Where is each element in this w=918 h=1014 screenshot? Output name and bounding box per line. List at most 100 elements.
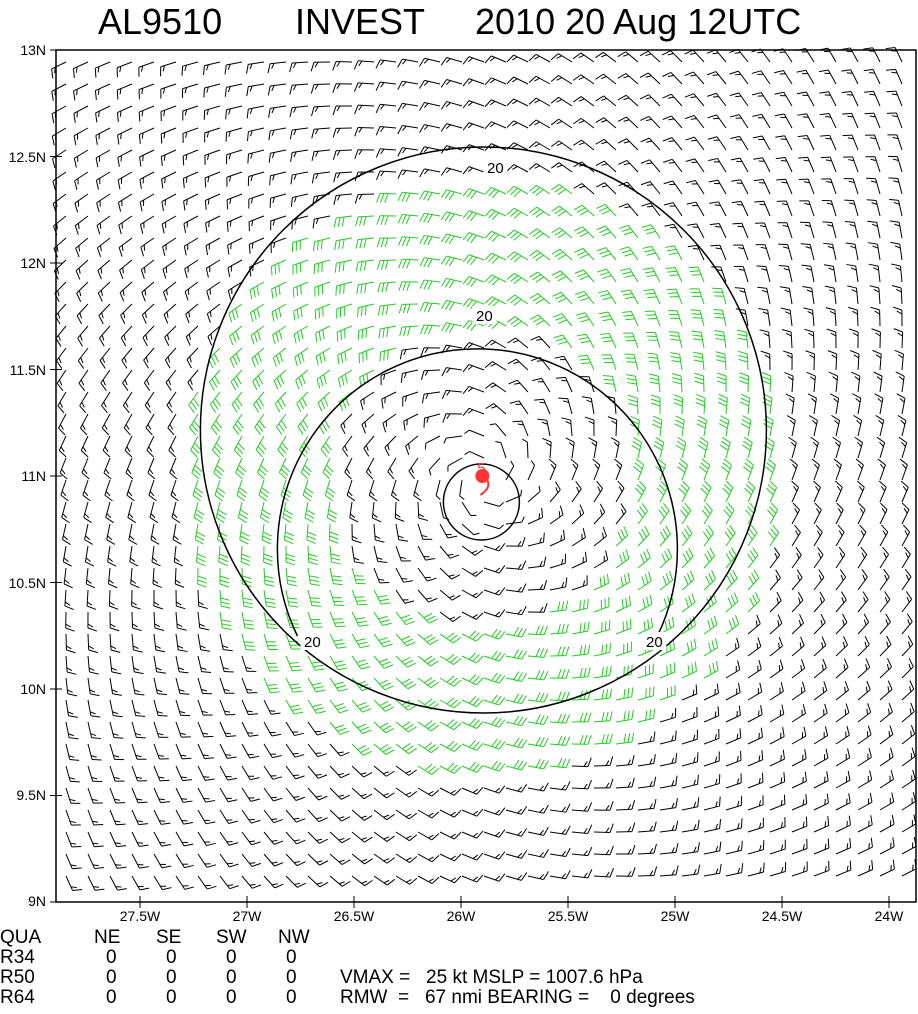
barb-feather xyxy=(602,532,604,539)
wind-barb xyxy=(593,550,609,569)
barb-feather xyxy=(271,311,275,322)
barb-feather xyxy=(372,517,382,523)
barb-feather xyxy=(690,309,700,312)
barb-staff xyxy=(717,158,727,173)
barb-feather xyxy=(382,622,392,627)
wind-barb xyxy=(332,149,353,160)
barb-feather xyxy=(595,160,605,167)
barb-feather xyxy=(188,334,191,340)
barb-feather xyxy=(694,376,704,381)
wind-barb xyxy=(152,567,162,588)
barb-feather xyxy=(545,442,552,447)
barb-staff xyxy=(740,179,749,195)
barb-feather xyxy=(634,462,643,470)
barb-feather xyxy=(664,620,668,631)
wind-barb xyxy=(441,277,463,289)
barb-feather xyxy=(521,673,527,682)
barb-staff xyxy=(326,501,331,518)
barb-feather xyxy=(572,74,582,81)
barb-feather xyxy=(224,87,227,97)
wind-barb xyxy=(798,156,815,173)
barb-feather xyxy=(648,571,652,582)
barb-feather xyxy=(863,69,874,72)
barb-staff xyxy=(116,61,133,69)
wind-barb xyxy=(879,591,891,613)
wind-barb xyxy=(255,435,267,458)
barb-feather xyxy=(495,589,501,595)
barb-feather xyxy=(840,574,844,581)
barb-staff xyxy=(742,244,749,261)
barb-feather xyxy=(584,551,588,562)
wind-barb xyxy=(365,457,375,480)
barb-staff xyxy=(813,464,820,481)
wind-barb xyxy=(439,567,461,580)
wind-barb xyxy=(307,677,326,693)
barb-feather xyxy=(142,337,148,347)
barb-staff xyxy=(570,420,573,437)
barb-feather xyxy=(191,472,200,480)
barb-staff xyxy=(147,457,155,473)
barb-staff xyxy=(248,171,265,177)
barb-feather xyxy=(532,317,542,323)
barb-feather xyxy=(198,601,204,606)
wind-barb xyxy=(485,403,507,415)
wind-barb xyxy=(857,524,867,547)
barb-feather xyxy=(627,572,631,583)
barb-staff xyxy=(901,420,907,437)
barb-staff xyxy=(810,266,815,283)
barb-staff xyxy=(461,633,477,642)
barb-feather xyxy=(304,517,314,523)
barb-feather xyxy=(670,663,672,674)
barb-staff xyxy=(857,554,868,569)
barb-feather xyxy=(329,531,339,536)
wind-barb xyxy=(847,285,859,305)
wind-barb xyxy=(419,257,441,268)
barb-staff xyxy=(897,178,903,195)
barb-feather xyxy=(517,423,524,426)
barb-feather xyxy=(633,466,642,473)
wind-barb xyxy=(593,480,603,503)
barb-staff xyxy=(899,266,903,283)
barb-feather xyxy=(768,531,775,540)
barb-feather xyxy=(240,535,250,541)
barb-feather xyxy=(384,215,389,225)
wind-barb xyxy=(529,271,551,283)
barb-staff xyxy=(593,535,607,547)
barb-feather xyxy=(387,471,395,480)
barb-feather xyxy=(292,62,297,69)
barb-staff xyxy=(206,259,221,269)
barb-staff xyxy=(791,420,796,437)
wind-barb xyxy=(879,568,890,591)
barb-feather xyxy=(231,310,236,321)
barb-feather xyxy=(161,223,165,234)
wind-barb xyxy=(300,457,312,480)
barb-feather xyxy=(596,480,603,489)
barb-staff xyxy=(738,92,749,107)
wind-barb xyxy=(618,159,639,173)
barb-staff xyxy=(791,554,802,569)
barb-feather xyxy=(506,98,515,106)
barb-feather xyxy=(896,310,903,315)
wind-barb xyxy=(129,545,139,567)
barb-feather xyxy=(175,579,181,584)
barb-feather xyxy=(243,641,254,643)
wind-barb xyxy=(138,83,155,100)
wind-barb xyxy=(65,633,76,654)
barb-feather xyxy=(243,605,254,609)
wind-barb xyxy=(239,523,250,545)
barb-feather xyxy=(620,503,627,512)
wind-barb xyxy=(570,458,579,481)
barb-feather xyxy=(420,370,425,380)
barb-feather xyxy=(174,561,184,567)
barb-staff xyxy=(424,413,441,419)
barb-feather xyxy=(293,690,303,693)
wind-barb xyxy=(739,372,749,393)
barb-feather xyxy=(158,714,168,717)
barb-staff xyxy=(292,171,309,176)
barb-feather xyxy=(809,354,815,359)
barb-feather xyxy=(761,289,768,293)
barb-staff xyxy=(659,556,672,569)
wind-barb xyxy=(395,589,415,604)
barb-staff xyxy=(549,514,564,525)
barb-feather xyxy=(143,382,151,391)
